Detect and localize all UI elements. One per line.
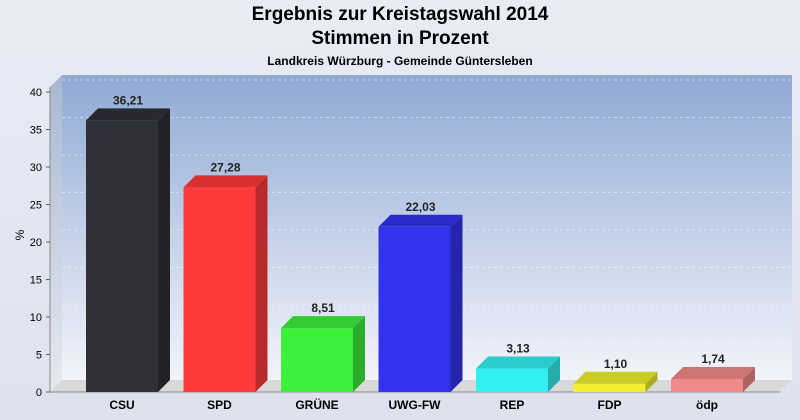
y-tick-label: 0: [36, 387, 42, 399]
bar-front: [183, 187, 256, 392]
bar-top: [86, 108, 170, 121]
x-tick-label: SPD: [207, 398, 232, 412]
bar-front: [476, 368, 548, 392]
bar-side: [450, 214, 463, 392]
y-tick-label: 5: [36, 350, 42, 362]
data-label: 36,21: [113, 93, 143, 107]
bar-front: [281, 328, 353, 392]
bar-side: [255, 175, 268, 392]
data-label: 1,10: [604, 357, 628, 371]
y-axis-label: %: [13, 229, 27, 240]
chart-left-wall: [50, 75, 62, 392]
bar-top: [281, 316, 365, 329]
bar-side: [645, 371, 658, 392]
y-tick-label: 35: [30, 125, 42, 137]
bar-top: [573, 371, 658, 384]
data-label: 27,28: [210, 160, 240, 174]
bar-csu: 36,21: [86, 93, 170, 393]
bar-grüne: 8,51: [281, 301, 365, 392]
bar-front: [378, 226, 451, 392]
x-tick-label: ödp: [696, 398, 718, 412]
bar-ödp: 1,74: [671, 352, 755, 392]
data-label: 1,74: [701, 352, 725, 366]
data-label: 22,03: [405, 200, 435, 214]
bar-spd: 27,28: [183, 160, 268, 392]
bar-top: [671, 366, 755, 379]
chart-sub-subtitle: Landkreis Würzburg - Gemeinde Güntersleb…: [267, 54, 533, 68]
y-tick-label: 15: [30, 275, 42, 287]
data-label: 8,51: [311, 301, 335, 315]
x-tick-label: FDP: [598, 398, 622, 412]
bar-side: [353, 316, 365, 392]
x-tick-label: UWG-FW: [389, 398, 442, 412]
data-label: 3,13: [506, 342, 530, 356]
bar-front: [671, 378, 743, 392]
y-tick-label: 25: [30, 200, 42, 212]
y-tick-label: 20: [30, 237, 42, 249]
x-tick-label: REP: [500, 398, 525, 412]
bar-top: [476, 356, 560, 369]
bar-rep: 3,13: [476, 342, 560, 392]
bar-uwg-fw: 22,03: [378, 200, 463, 392]
x-tick-label: CSU: [109, 398, 134, 412]
bar-top: [378, 214, 463, 227]
chart-subtitle: Stimmen in Prozent: [311, 28, 489, 49]
x-tick-label: GRÜNE: [295, 397, 338, 412]
bar-side: [743, 366, 755, 392]
bar-side: [158, 108, 170, 393]
bar-fdp: 1,10: [573, 357, 658, 392]
chart-title: Ergebnis zur Kreistagswahl 2014: [251, 4, 549, 25]
y-tick-label: 30: [30, 162, 42, 174]
bar-top: [183, 175, 268, 188]
bar-front: [573, 383, 646, 392]
y-tick-label: 40: [30, 87, 42, 99]
bar-side: [548, 356, 560, 392]
bar-front: [86, 120, 158, 393]
y-tick-label: 10: [30, 312, 42, 324]
